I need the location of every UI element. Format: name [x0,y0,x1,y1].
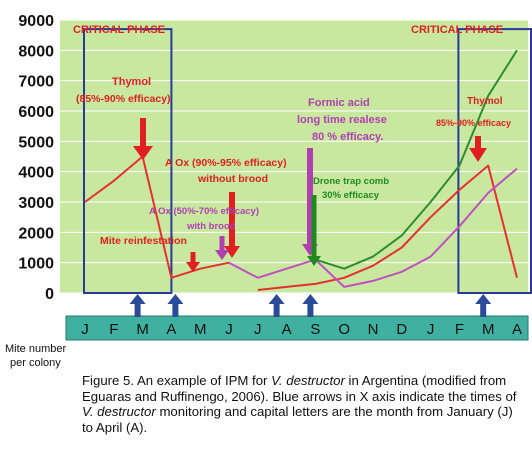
critical-phase-left: CRITICAL PHASE [73,24,165,36]
y-axis-title-line2: per colony [10,357,61,369]
thymol-left-efficacy: (85%-90% efficacy) [76,93,171,105]
y-tick-label: 3000 [18,195,54,212]
y-tick-label: 2000 [18,225,54,242]
month-band [65,315,529,341]
series-line [257,164,518,291]
y-tick-label: 5000 [18,134,54,151]
series-lines [84,49,518,291]
formic-acid-label: Formic acid [308,97,370,109]
x-tick-label: A [512,321,522,338]
monitoring-arrowhead [475,294,492,304]
x-tick-label: J [254,321,262,338]
x-tick-label: F [109,321,118,338]
reinfestation-arrowhead [186,262,200,272]
y-axis-title-line1: Mite number [5,343,66,355]
chart: 0 1000 2000 3000 4000 5000 6000 7000 8000 9000 J F… [5,13,532,369]
aox1-arrowhead [224,246,240,258]
x-tick-label: M [482,321,495,338]
y-tick-label: 8000 [18,43,54,60]
aox-without-brood-sub: without brood [197,173,268,185]
thymol-right-efficacy: 85%-90% efficacy [436,118,511,128]
monitoring-arrowhead [302,294,319,304]
monitoring-arrowhead [268,294,285,304]
x-tick-label: D [396,321,407,338]
y-tick-label: 9000 [18,13,54,30]
aox-with-brood-label: A Ox (50%-70% efficacy) [149,206,259,217]
monitoring-arrow-shaft [134,303,141,317]
caption-species-2: V. destructor [82,404,156,420]
caption-part-3: monitoring and capital letters are the m… [82,404,513,435]
thymol-left-arrowhead [133,146,153,160]
series-line [315,49,518,270]
caption-species-1: V. destructor [271,373,345,388]
x-tick-label: J [427,321,435,338]
monitoring-arrow-shaft [307,303,314,317]
x-tick-label: M [136,321,149,338]
drone-trap-label: Drone trap comb [313,176,389,187]
monitoring-arrow-shaft [273,303,280,317]
drone-trap-efficacy: 30% efficacy [322,190,380,201]
critical-phase-boxes [83,28,532,294]
x-tick-label: A [282,321,292,338]
caption-part-1: Figure 5. An example of IPM for [82,373,272,388]
figure-caption: Figure 5. An example of IPM for V. destr… [82,373,522,435]
drone-arrowhead [307,256,321,266]
plot-area [60,20,528,293]
critical-phase-box [83,28,173,294]
y-axis: 0 1000 2000 3000 4000 5000 6000 7000 8000 9000 [18,13,54,303]
y-tick-label: 0 [45,286,54,303]
x-tick-label: M [194,321,207,338]
series-line [228,167,518,288]
gridlines [60,19,528,294]
caption-part-2: in Argentina (modified from Eguaras and … [82,373,517,404]
thymol-right-label: Thymol [467,96,503,107]
x-tick-label: O [338,321,350,338]
aox2-arrowhead [215,250,229,260]
monitoring-arrows [129,294,492,317]
x-tick-label: J [81,321,89,338]
x-tick-label: N [368,321,379,338]
formic-acid-release: long time realese [297,114,387,126]
monitoring-arrowhead [167,294,184,304]
critical-phase-right: CRITICAL PHASE [411,24,503,36]
aox-without-brood-label: A Ox (90%-95% efficacy) [165,157,287,169]
y-tick-label: 6000 [18,104,54,121]
thymol-right-arrowhead [469,148,487,162]
thymol-left-label: Thymol [112,76,151,88]
y-tick-label: 1000 [18,256,54,273]
aox-with-brood-sub: with brood [186,221,236,232]
y-tick-label: 7000 [18,74,54,91]
monitoring-arrow-shaft [480,303,487,317]
series-line [84,155,230,279]
monitoring-arrowhead [129,294,146,304]
x-tick-label: S [310,321,320,338]
y-tick-label: 4000 [18,165,54,182]
x-tick-label: A [166,321,176,338]
mite-reinfestation-label: Mite reinfestation [100,235,187,247]
monitoring-arrow-shaft [172,303,179,317]
x-tick-label: F [455,321,464,338]
critical-phase-box [457,28,532,294]
formic-acid-efficacy: 80 % efficacy. [312,131,383,143]
x-tick-label: J [225,321,233,338]
